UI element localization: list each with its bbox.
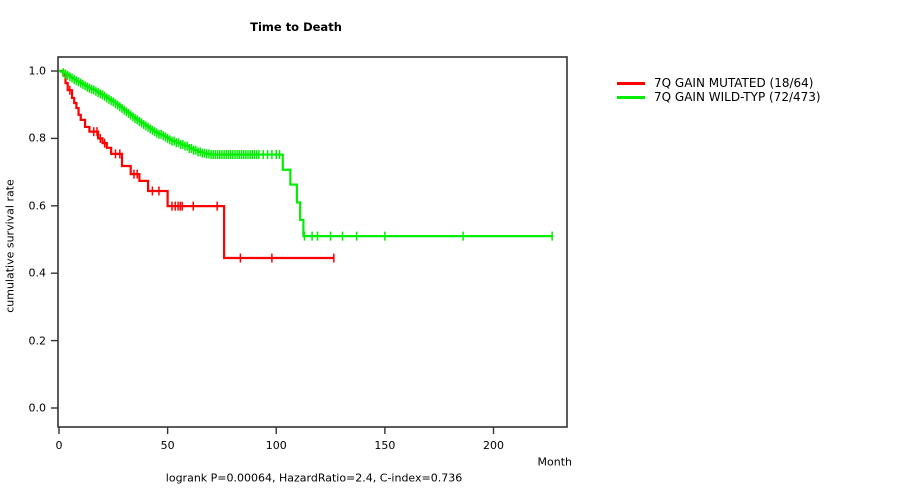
survival-curve-1 bbox=[59, 69, 553, 238]
legend-line-red-icon bbox=[617, 82, 645, 85]
legend-item-mutated: 7Q GAIN MUTATED (18/64) bbox=[617, 76, 821, 90]
legend-item-wildtype: 7Q GAIN WILD-TYP (72/473) bbox=[617, 90, 821, 104]
x-axis-title: Month bbox=[537, 455, 572, 469]
legend-line-green-icon bbox=[617, 96, 645, 99]
legend-label-mutated: 7Q GAIN MUTATED (18/64) bbox=[654, 76, 814, 90]
stats-annotation: logrank P=0.00064, HazardRatio=2.4, C-in… bbox=[165, 471, 463, 485]
legend: 7Q GAIN MUTATED (18/64) 7Q GAIN WILD-TYP… bbox=[617, 76, 821, 104]
plot-box bbox=[57, 56, 568, 428]
chart-title: Time to Death bbox=[250, 20, 342, 34]
survival-curve-0 bbox=[59, 69, 334, 260]
y-axis-title: cumulative survival rate bbox=[3, 179, 17, 313]
legend-label-wildtype: 7Q GAIN WILD-TYP (72/473) bbox=[654, 90, 821, 104]
